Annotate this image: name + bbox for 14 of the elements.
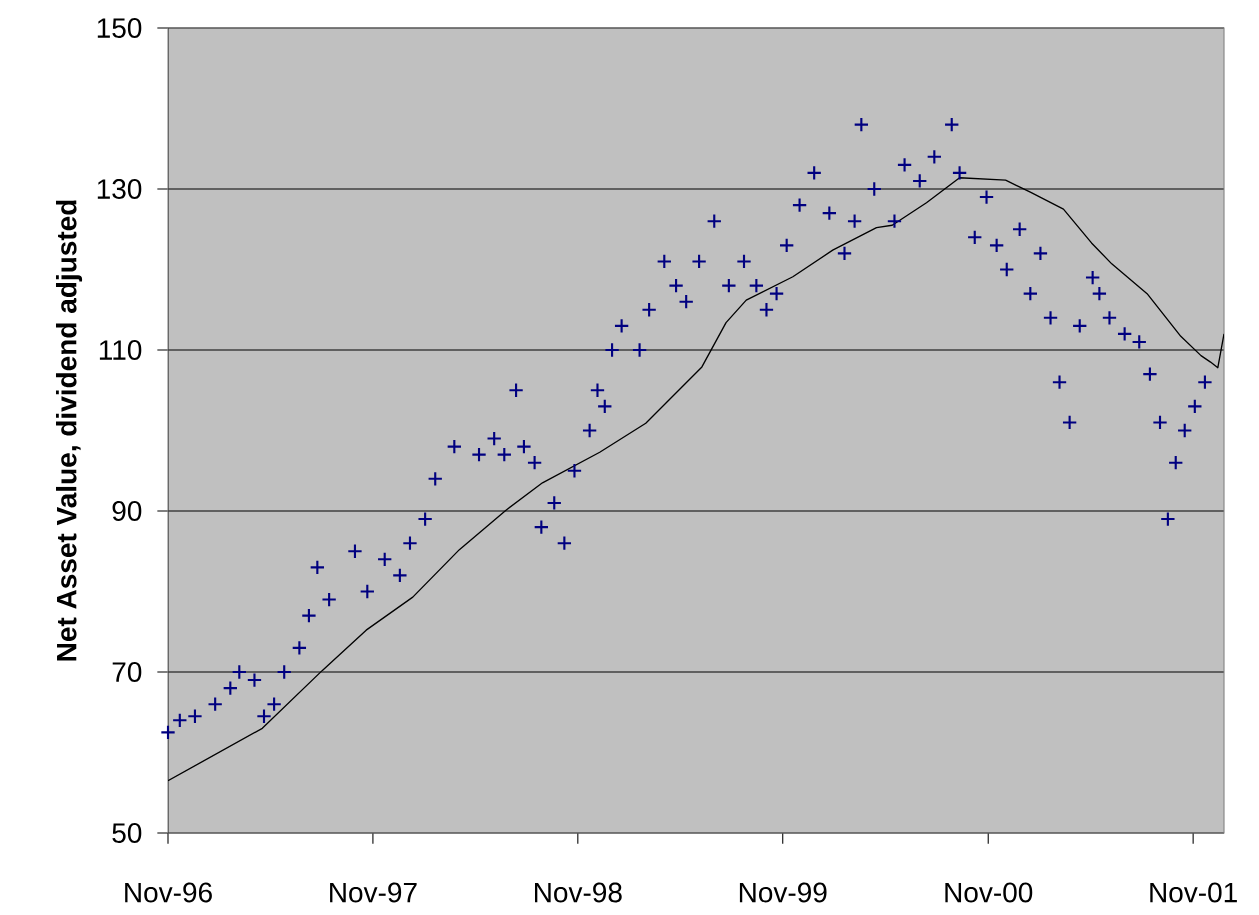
y-tick-label: 110: [99, 340, 142, 360]
x-tick-label: Nov-98: [535, 882, 622, 903]
x-tick-label: Nov-01: [1150, 882, 1237, 903]
x-tick-label: Nov-99: [739, 882, 827, 903]
y-tick-label: 90: [112, 501, 142, 521]
line-series: [168, 177, 1225, 782]
y-tick-label: 130: [97, 179, 142, 199]
x-tick-label: Nov-00: [945, 882, 1033, 903]
y-tick-label: 50: [112, 823, 142, 843]
x-tick-label: Nov-96: [125, 882, 212, 903]
x-tick-label: Nov-97: [330, 882, 417, 903]
y-tick-label: 70: [112, 662, 142, 682]
y-axis-title: Net Asset Value, dividend adjusted: [55, 200, 83, 661]
y-tick-label: 150: [97, 18, 142, 38]
